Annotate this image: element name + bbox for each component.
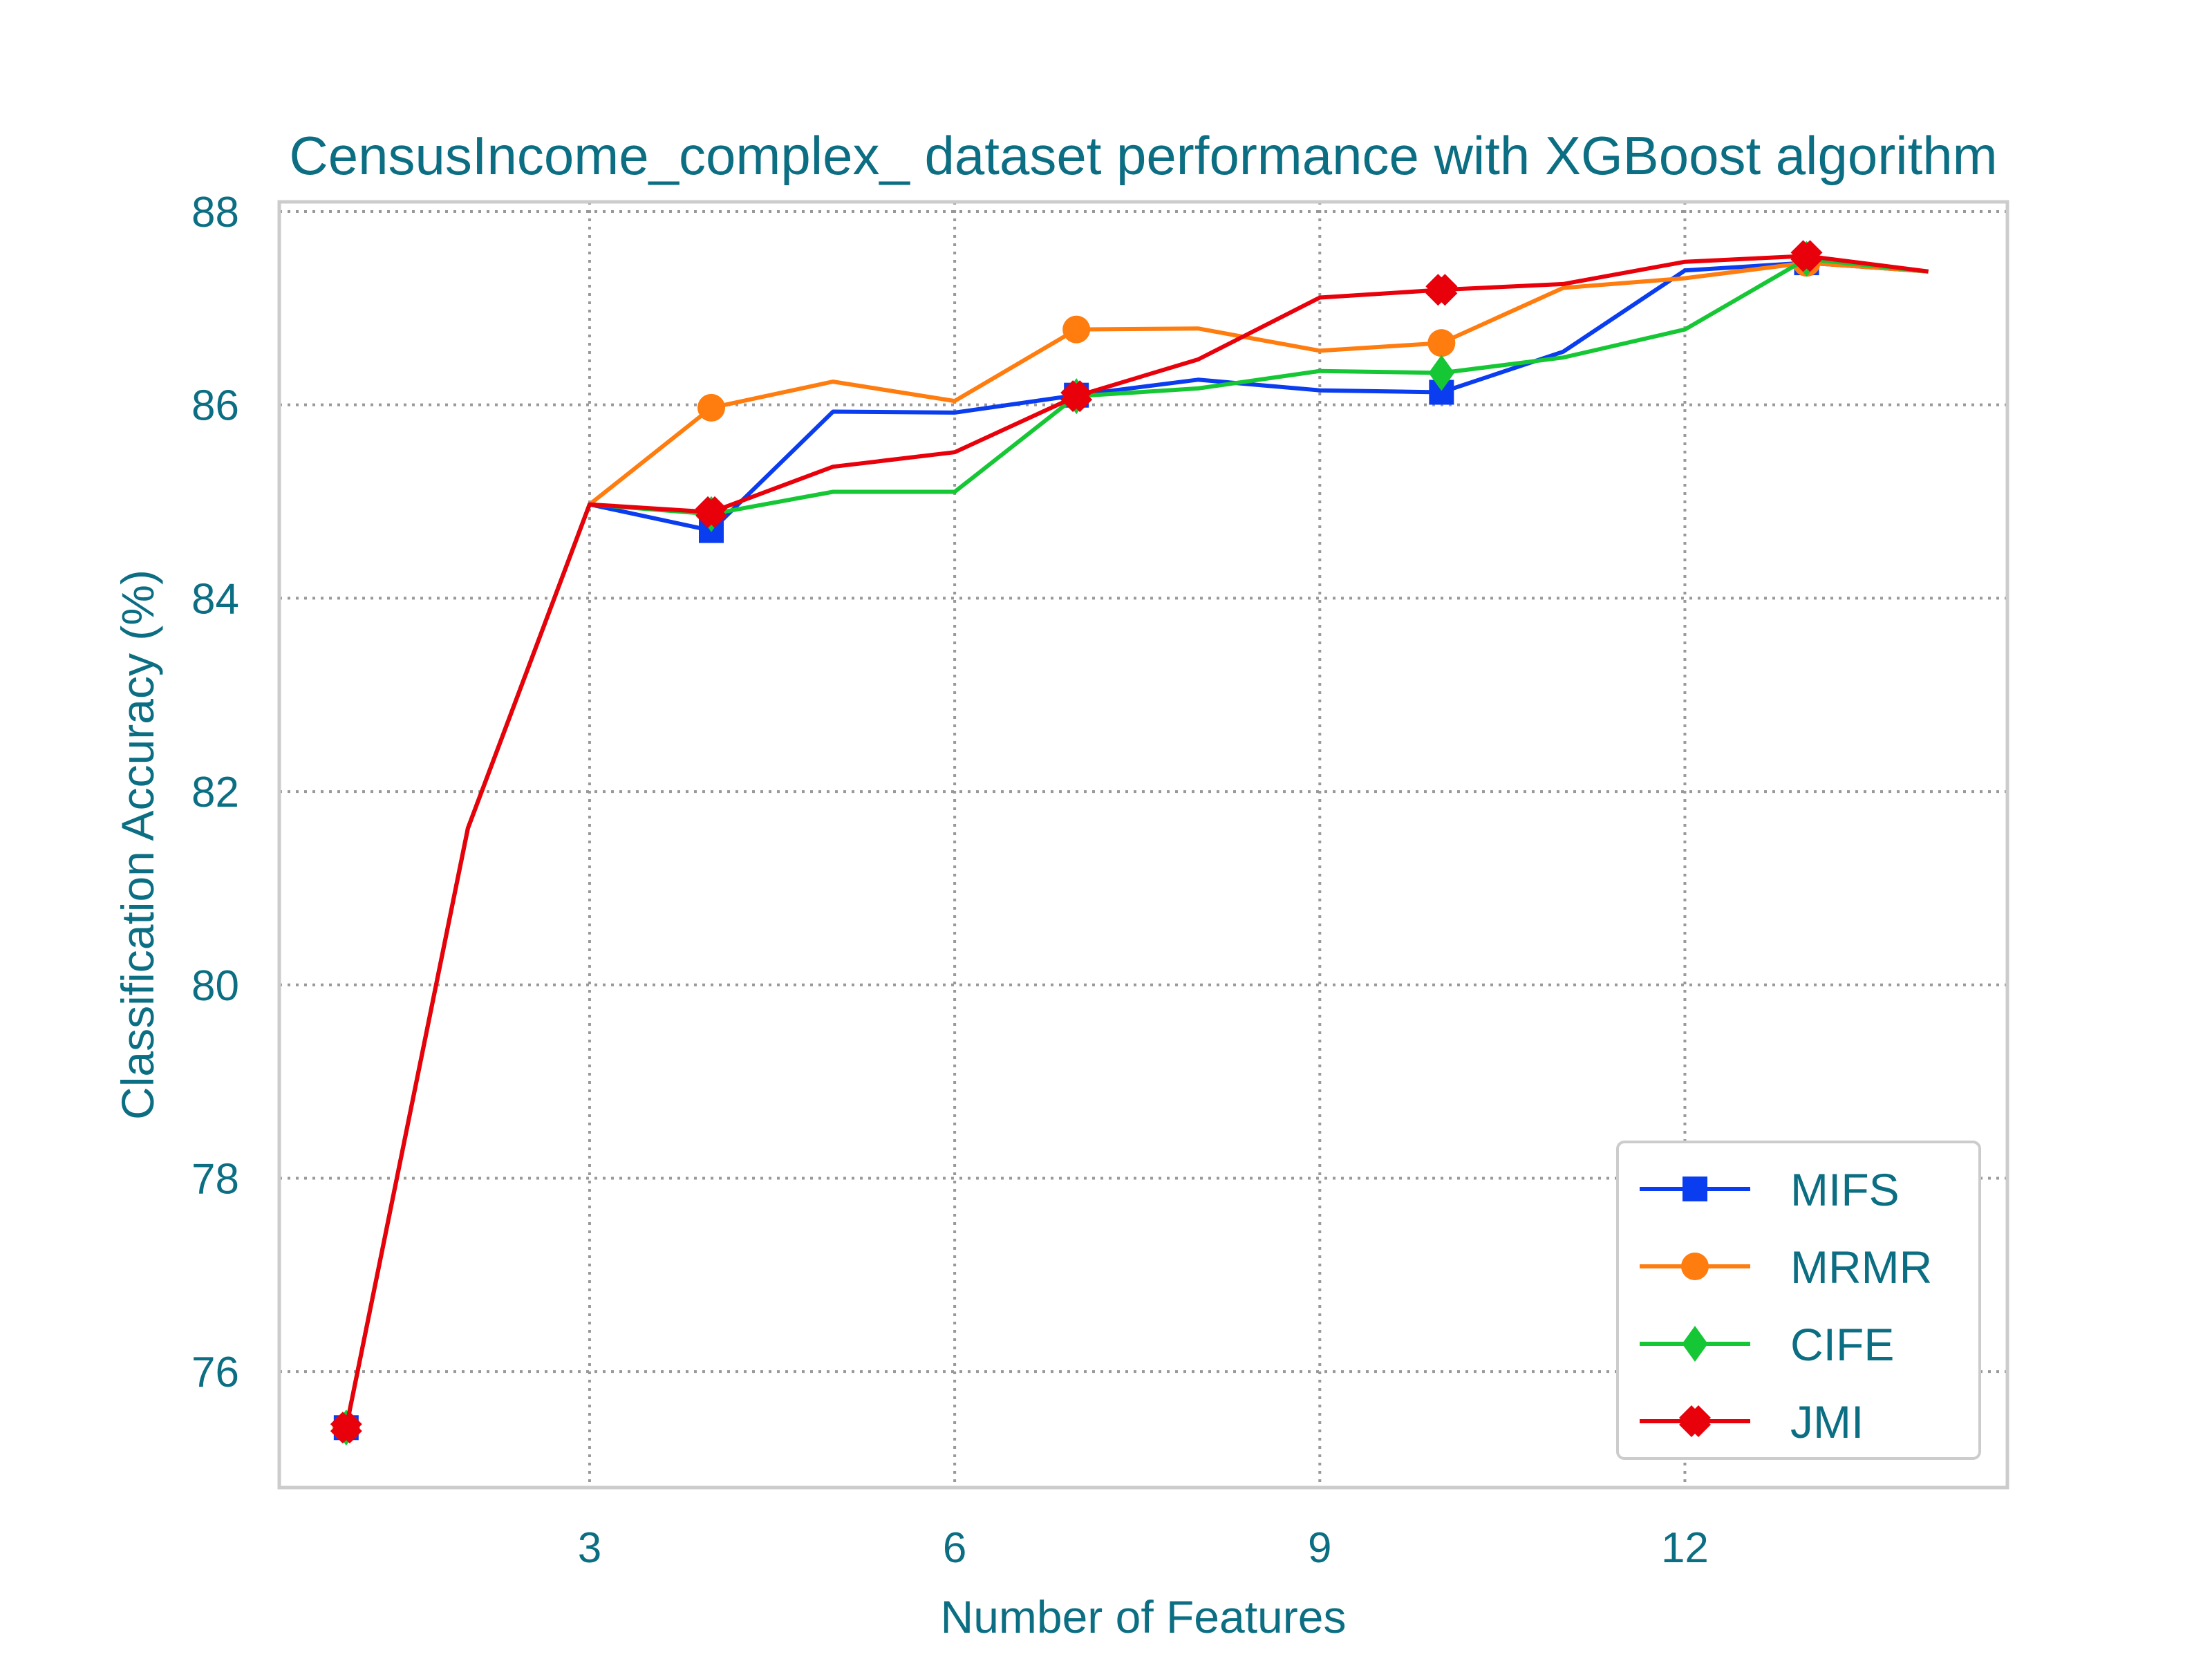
legend: MIFS MRMR CIFE JMI bbox=[1616, 1141, 1981, 1460]
x-tick-label: 9 bbox=[1308, 1524, 1331, 1572]
series-line-mifs bbox=[344, 261, 1929, 1428]
data-point-mrmr bbox=[1427, 329, 1456, 357]
legend-marker-mifs bbox=[1683, 1177, 1707, 1201]
data-point-jmi bbox=[695, 496, 727, 528]
x-tick-label: 12 bbox=[1661, 1524, 1709, 1572]
tick-labels: 76 78 80 82 84 86 88 3 6 9 12 bbox=[191, 189, 1709, 1572]
legend-marker-mrmr bbox=[1681, 1253, 1709, 1280]
data-point-mrmr bbox=[1062, 315, 1091, 344]
legend-marker-jmi bbox=[1679, 1405, 1711, 1437]
data-point-mrmr bbox=[697, 393, 725, 422]
legend-marker-cife bbox=[1682, 1326, 1708, 1362]
legend-box bbox=[1616, 1141, 1981, 1460]
series-lines bbox=[330, 240, 1929, 1446]
data-point-jmi bbox=[1425, 274, 1458, 306]
series-line-jmi bbox=[344, 254, 1929, 1428]
data-point-cife bbox=[1428, 355, 1455, 391]
y-tick-label: 86 bbox=[191, 382, 239, 430]
data-point-jmi bbox=[1060, 380, 1093, 413]
data-point-jmi bbox=[1790, 240, 1823, 272]
x-axis-label: Number of Features bbox=[941, 1591, 1347, 1642]
y-tick-label: 88 bbox=[191, 189, 239, 236]
y-tick-label: 84 bbox=[191, 575, 239, 623]
series-jmi bbox=[330, 240, 1929, 1444]
plot-frame bbox=[277, 200, 2009, 1490]
chart-title: CensusIncome_complex_ dataset performanc… bbox=[289, 125, 1997, 186]
x-tick-label: 3 bbox=[578, 1524, 601, 1572]
x-tick-label: 6 bbox=[943, 1524, 966, 1572]
legend-label-mrmr: MRMR bbox=[1790, 1241, 1932, 1293]
y-tick-label: 80 bbox=[191, 962, 239, 1010]
series-line-mrmr bbox=[344, 261, 1929, 1428]
legend-label-cife: CIFE bbox=[1790, 1319, 1894, 1370]
y-tick-label: 82 bbox=[191, 769, 239, 816]
legend-label-mifs: MIFS bbox=[1790, 1164, 1900, 1215]
y-axis-label: Classification Accuracy (%) bbox=[112, 570, 163, 1120]
y-tick-label: 78 bbox=[191, 1155, 239, 1203]
legend-label-jmi: JMI bbox=[1790, 1396, 1864, 1447]
y-tick-label: 76 bbox=[191, 1349, 239, 1396]
data-point-jmi bbox=[330, 1412, 362, 1444]
